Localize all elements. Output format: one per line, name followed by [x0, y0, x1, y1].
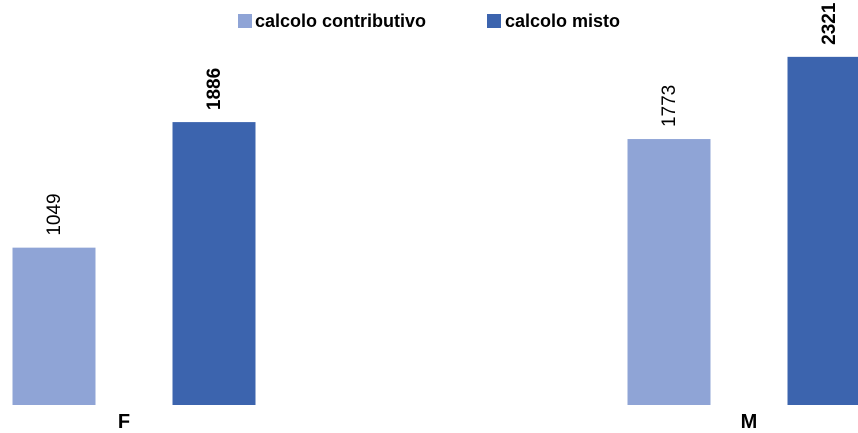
legend-swatch-series-1 [238, 14, 252, 28]
category-label-m: M [741, 411, 758, 433]
value-label-m-series-2: 2321 [819, 2, 840, 45]
bar-f-series-2 [172, 122, 256, 405]
value-label-f-series-2: 1886 [204, 68, 225, 110]
bar-m-series-1 [627, 139, 711, 406]
legend: calcolo contributivo calcolo misto [238, 11, 620, 31]
legend-label-series-1: calcolo contributivo [255, 11, 426, 31]
bars [12, 56, 858, 406]
value-label-f-series-1: 1049 [44, 193, 65, 235]
legend-label-series-2: calcolo misto [505, 11, 620, 31]
value-label-m-series-1: 1773 [659, 85, 680, 127]
bar-f-series-1 [12, 247, 96, 405]
category-label-f: F [118, 411, 130, 433]
value-labels: 1049 1773 1886 2321 [44, 2, 840, 236]
legend-swatch-series-2 [487, 14, 501, 28]
bar-m-series-2 [787, 56, 858, 405]
